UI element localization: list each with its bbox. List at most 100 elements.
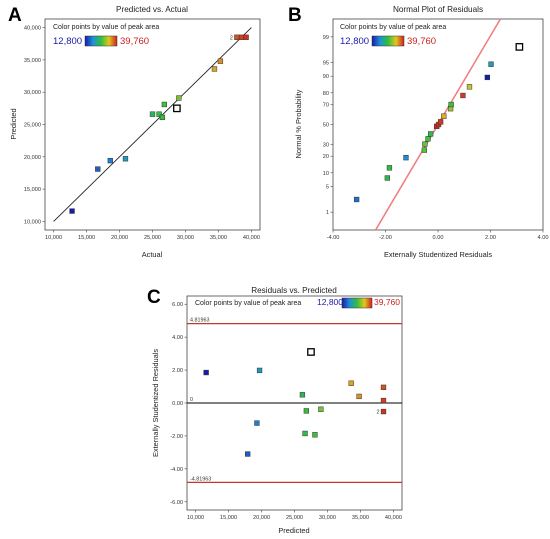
panel-b-label: B bbox=[288, 5, 302, 26]
panel-c-xtick-label-6: 40,000 bbox=[385, 515, 402, 521]
panel-c-point-11 bbox=[356, 393, 362, 400]
panel-a-ytick-label-1: 15,000 bbox=[24, 187, 41, 193]
panel-c-ytick-label-6: -6.00 bbox=[170, 500, 183, 506]
panel-a-point-12 bbox=[234, 34, 240, 40]
panel-a-point-13 bbox=[238, 34, 245, 40]
panel-c: C Residuals vs. Predicted 10,000 15,000 20… bbox=[147, 286, 403, 535]
panel-b-point-11 bbox=[441, 113, 447, 119]
panel-b-axes: -4.00 -2.00 0.00 2.00 4.00 1 5 10 20 30 50 70 80 90 95… bbox=[323, 35, 549, 241]
panel-a-ytick-label-5: 35,000 bbox=[24, 58, 41, 64]
panel-a-point-4 bbox=[149, 111, 156, 117]
panel-b-ytick-label-1: 5 bbox=[326, 184, 329, 190]
panel-a-points bbox=[69, 34, 249, 214]
panel-c-zero-label: 0 bbox=[190, 397, 193, 403]
panel-a-legend: Color points by value of peak area 12,80… bbox=[53, 24, 159, 47]
panel-a-annotation: 2 bbox=[230, 35, 233, 41]
panel-a-point-3 bbox=[122, 156, 129, 162]
panel-c-point-8 bbox=[312, 432, 318, 438]
panel-b-ytick-label-6: 70 bbox=[323, 103, 329, 109]
panel-a-colorbar bbox=[84, 35, 118, 47]
panel-b-xtick-label-0: -4.00 bbox=[327, 235, 340, 241]
panel-b-legend-max: 39,760 bbox=[407, 36, 436, 47]
panel-b-ytick-label-9: 95 bbox=[323, 61, 329, 67]
panel-a: A Predicted vs. Actual 10,000 10,000 15,00… bbox=[8, 5, 261, 259]
panel-c-legend-min: 12,800 bbox=[317, 297, 343, 307]
panel-c-point-7 bbox=[307, 348, 315, 356]
panel-c-point-13 bbox=[380, 397, 387, 404]
panel-a-xtick-label-1: 15,000 bbox=[78, 235, 95, 241]
panel-c-xtick-label-1: 15,000 bbox=[220, 515, 237, 521]
panel-a-xtick-label-3: 25,000 bbox=[144, 235, 161, 241]
panel-a-xtick-label-6: 40,000 bbox=[243, 235, 260, 241]
panel-c-upper-limit-label: 4.81963 bbox=[190, 318, 210, 324]
panel-a-legend-max: 39,760 bbox=[120, 36, 149, 47]
panel-c-point-0 bbox=[203, 369, 209, 376]
panel-a-ytick-label-0: 10,000 bbox=[24, 219, 41, 225]
panel-c-xtick-label-2: 20,000 bbox=[253, 515, 270, 521]
panel-b-point-6 bbox=[425, 136, 431, 142]
panel-b-point-2 bbox=[386, 165, 393, 171]
panel-c-point-5 bbox=[302, 430, 308, 437]
panel-c-ytick-label-2: 2.00 bbox=[172, 368, 183, 374]
panel-b-xtick-label-1: -2.00 bbox=[379, 235, 392, 241]
panel-b-ytick-label-0: 1 bbox=[326, 210, 329, 216]
panel-c-ytick-label-3: 0.00 bbox=[172, 401, 183, 407]
panel-a-ytick-label-2: 20,000 bbox=[24, 155, 41, 161]
panel-a-axes: 10,000 10,000 15,000 15,000 20,000 20,000 25,0… bbox=[24, 26, 260, 241]
panel-b-point-18 bbox=[515, 43, 524, 51]
panel-c-lower-limit-label: -4.81963 bbox=[190, 476, 211, 482]
panel-a-ytick-label-4: 30,000 bbox=[24, 90, 41, 96]
panel-b-point-0 bbox=[353, 196, 360, 203]
panel-c-xlabel: Predicted bbox=[278, 526, 309, 535]
panel-a-ylabel: Predicted bbox=[9, 108, 18, 139]
panel-b-point-3 bbox=[403, 155, 409, 161]
panel-b-ytick-label-4: 30 bbox=[323, 142, 329, 148]
panel-a-point-10 bbox=[211, 66, 218, 72]
panel-b-xtick-label-3: 2.00 bbox=[485, 235, 496, 241]
panel-a-xtick-label-2: 20,000 bbox=[111, 235, 128, 241]
panel-b-colorbar bbox=[371, 35, 405, 47]
panel-b-ytick-label-10: 99 bbox=[323, 35, 329, 41]
panel-a-title: Predicted vs. Actual bbox=[116, 5, 188, 14]
panel-b-ytick-label-2: 10 bbox=[323, 171, 329, 177]
panel-a-ytick-label-6: 40,000 bbox=[24, 26, 41, 32]
panel-c-point-6 bbox=[303, 408, 310, 414]
panel-b-xtick-label-4: 4.00 bbox=[538, 235, 549, 241]
panel-c-point-9 bbox=[318, 406, 324, 412]
panel-b-xtick-label-2: 0.00 bbox=[433, 235, 444, 241]
panel-a-point-1 bbox=[95, 166, 101, 172]
panel-a-point-5 bbox=[156, 111, 162, 117]
panel-c-points bbox=[203, 348, 387, 457]
panel-c-ylabel: Externally Studentized Residuals bbox=[151, 349, 160, 457]
panel-a-point-9 bbox=[176, 95, 182, 101]
panel-b-legend-title: Color points by value of peak area bbox=[340, 24, 446, 31]
panel-a-point-11 bbox=[217, 58, 224, 64]
panel-b-ytick-label-3: 20 bbox=[323, 154, 329, 160]
panel-c-xtick-label-5: 35,000 bbox=[352, 515, 369, 521]
panel-c-legend: Color points by value of peak area 12,80… bbox=[195, 297, 400, 309]
panel-b-points bbox=[353, 43, 524, 203]
panel-a-point-8 bbox=[173, 104, 181, 113]
panel-b-point-15 bbox=[466, 84, 473, 90]
panel-b-point-1 bbox=[384, 175, 390, 181]
panel-b-point-5 bbox=[422, 141, 428, 147]
panel-c-point-3 bbox=[256, 367, 263, 374]
panel-c-ytick-label-0: 6.00 bbox=[172, 302, 183, 308]
panel-c-xtick-label-0: 10,000 bbox=[187, 515, 204, 521]
panel-a-label: A bbox=[8, 5, 22, 26]
panel-b-point-10 bbox=[437, 119, 444, 125]
panel-a-point-2 bbox=[107, 158, 113, 164]
panel-b-title: Normal Plot of Residuals bbox=[393, 5, 483, 14]
panel-c-point-2 bbox=[254, 420, 260, 426]
panel-c-legend-max: 39,760 bbox=[374, 297, 400, 307]
panel-c-point-10 bbox=[348, 380, 354, 386]
panel-a-xtick-label-4: 30,000 bbox=[177, 235, 194, 241]
panel-c-annotation: 2 bbox=[377, 410, 380, 416]
panel-b-ytick-label-8: 90 bbox=[323, 74, 329, 80]
panel-c-point-14 bbox=[380, 408, 387, 415]
panel-b-ytick-label-5: 50 bbox=[323, 123, 329, 129]
panel-c-point-4 bbox=[299, 392, 306, 398]
panel-c-ytick-label-4: -2.00 bbox=[170, 434, 183, 440]
panel-b: B Normal Plot of Residuals -4.00 -2.00 0.0… bbox=[288, 5, 548, 259]
